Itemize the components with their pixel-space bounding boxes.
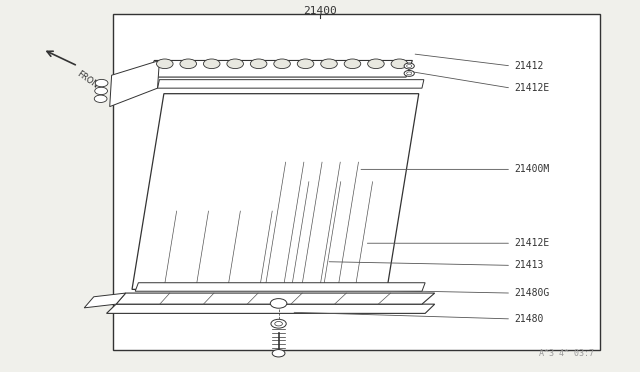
Bar — [113, 14, 600, 350]
Text: 21412: 21412 — [515, 61, 544, 71]
Text: FRONT: FRONT — [75, 70, 104, 93]
Circle shape — [272, 350, 285, 357]
Text: 21400M: 21400M — [515, 164, 550, 174]
Circle shape — [275, 321, 282, 326]
Text: 21412E: 21412E — [515, 83, 550, 93]
Text: 21412E: 21412E — [515, 238, 550, 248]
Polygon shape — [148, 61, 412, 77]
Circle shape — [250, 59, 267, 68]
Polygon shape — [109, 61, 159, 107]
Text: A^3 4^ 03:7: A^3 4^ 03:7 — [539, 349, 594, 358]
Polygon shape — [135, 283, 425, 291]
Circle shape — [227, 59, 243, 68]
Polygon shape — [132, 94, 419, 289]
Circle shape — [406, 64, 412, 67]
Circle shape — [297, 59, 314, 68]
Circle shape — [274, 59, 291, 68]
Circle shape — [391, 59, 408, 68]
Polygon shape — [84, 293, 125, 308]
Circle shape — [95, 87, 108, 94]
Text: 21413: 21413 — [515, 260, 544, 270]
Circle shape — [157, 59, 173, 68]
Circle shape — [95, 79, 108, 87]
Circle shape — [270, 299, 287, 308]
Circle shape — [344, 59, 361, 68]
Polygon shape — [116, 293, 435, 304]
Circle shape — [321, 59, 337, 68]
Polygon shape — [157, 80, 424, 88]
Text: 21400: 21400 — [303, 6, 337, 16]
Circle shape — [404, 70, 414, 76]
Circle shape — [404, 63, 414, 69]
Circle shape — [94, 95, 107, 102]
Circle shape — [406, 72, 412, 75]
Text: 21480G: 21480G — [515, 288, 550, 298]
Circle shape — [180, 59, 196, 68]
Circle shape — [271, 319, 286, 328]
Text: 21480: 21480 — [515, 314, 544, 324]
Polygon shape — [106, 304, 435, 313]
Circle shape — [204, 59, 220, 68]
Circle shape — [367, 59, 384, 68]
